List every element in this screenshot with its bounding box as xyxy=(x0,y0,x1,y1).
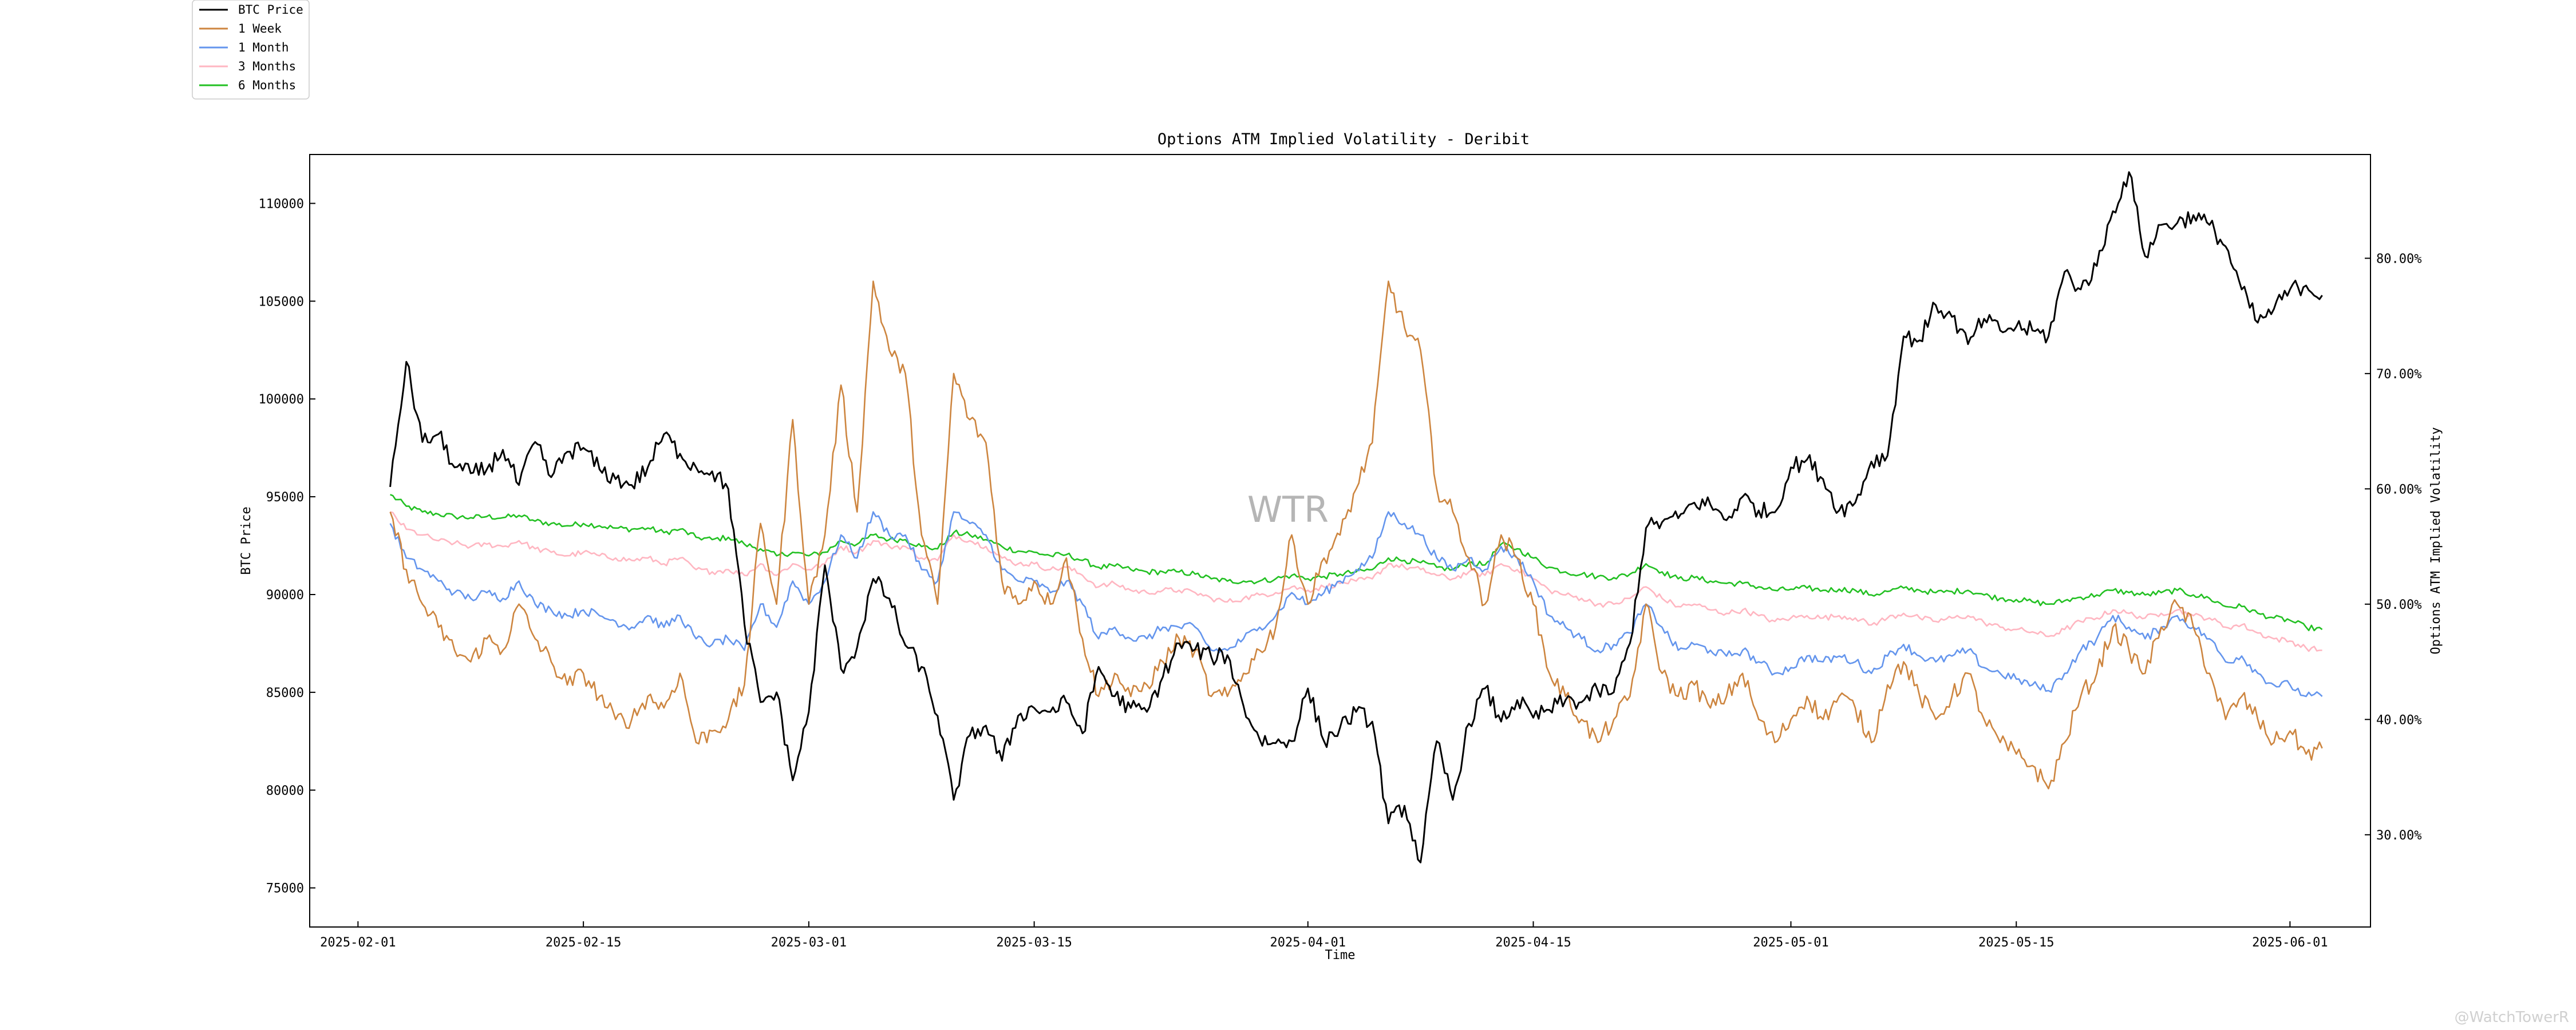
y-right-tick-label: 40.00% xyxy=(2376,713,2421,727)
y-right-tick-label: 30.00% xyxy=(2376,829,2421,843)
plot-frame xyxy=(309,154,2371,928)
y-axis-left-label: BTC Price xyxy=(239,506,254,575)
chart-title: Options ATM Implied Volatility - Deribit xyxy=(1157,130,1530,148)
y-left-tick-label: 80000 xyxy=(266,784,304,798)
series-line-btc-price xyxy=(389,171,2323,863)
x-tick-label: 2025-04-15 xyxy=(1495,936,1571,950)
legend-label: 1 Week xyxy=(238,22,282,35)
y-left-tick-label: 85000 xyxy=(266,686,304,700)
x-axis: 2025-02-01 2025-02-15 2025-03-01 2025-03-15… xyxy=(320,921,2328,950)
x-tick-label: 2025-03-15 xyxy=(996,936,1072,950)
x-tick-label: 2025-02-15 xyxy=(546,936,621,950)
legend-label: 6 Months xyxy=(238,78,296,92)
legend-label: 3 Months xyxy=(238,60,296,73)
y-axis-right-label: Options ATM Implied Volatility xyxy=(2429,427,2443,654)
x-tick-label: 2025-06-01 xyxy=(2252,936,2328,950)
y-right-tick-label: 80.00% xyxy=(2376,252,2421,266)
y-right-tick-label: 60.00% xyxy=(2376,482,2421,497)
y-right-tick-label: 50.00% xyxy=(2376,598,2421,612)
series-line-3-months xyxy=(390,511,2322,652)
y-left-tick-label: 105000 xyxy=(259,295,304,309)
y-left-tick-label: 90000 xyxy=(266,588,304,603)
x-tick-label: 2025-05-15 xyxy=(1978,936,2054,950)
x-tick-label: 2025-04-01 xyxy=(1270,936,1346,950)
series-line-6-months xyxy=(390,494,2323,632)
series-line-1-week xyxy=(389,280,2323,790)
y-left-tick-label: 100000 xyxy=(259,393,304,407)
x-tick-label: 2025-05-01 xyxy=(1753,936,1828,950)
y-axis-right: 30.00% 40.00% 50.00% 60.00% 70.00% 80.00% xyxy=(2365,252,2421,843)
y-left-tick-label: 75000 xyxy=(266,882,304,896)
y-left-tick-label: 95000 xyxy=(266,490,304,505)
x-axis-label: Time xyxy=(1325,948,1356,962)
x-tick-label: 2025-02-01 xyxy=(320,936,396,950)
y-left-tick-label: 110000 xyxy=(259,197,304,211)
legend: BTC Price 1 Week 1 Month 3 Months 6 Months xyxy=(192,0,310,100)
watermark-text: WTR xyxy=(1247,489,1329,530)
x-tick-label: 2025-03-01 xyxy=(771,936,847,950)
series-line-1-month xyxy=(389,511,2323,698)
y-right-tick-label: 70.00% xyxy=(2376,367,2421,382)
series-layer xyxy=(389,171,2323,863)
y-axis-left: 75000 80000 85000 90000 95000 100000 105000 110… xyxy=(259,197,315,896)
legend-box xyxy=(192,0,310,100)
footer-watermark: @WatchTowerR xyxy=(2455,1009,2569,1026)
legend-label: BTC Price xyxy=(238,3,303,17)
legend-label: 1 Month xyxy=(238,41,289,54)
